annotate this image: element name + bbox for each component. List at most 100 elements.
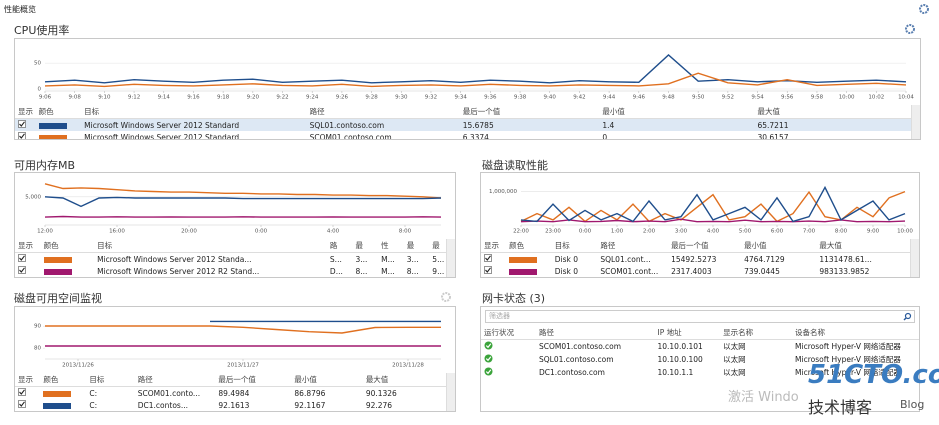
- x-tick-label: 9:58: [811, 95, 824, 101]
- column-header: 颜色: [35, 105, 82, 119]
- header-row: 显示 颜色 目标 路径 最后一个值 最小值 最大值: [15, 373, 455, 387]
- checkbox-box: [18, 266, 26, 274]
- settings-icon[interactable]: [918, 3, 930, 15]
- health-tick: [485, 356, 492, 362]
- watermark-blog: Blog: [900, 398, 925, 411]
- color-swatch: [38, 122, 67, 129]
- checkbox[interactable]: [484, 266, 492, 274]
- column-header: 最: [352, 239, 379, 253]
- checkbox-tick: [485, 267, 491, 273]
- x-tick-label: 9:48: [662, 95, 675, 101]
- table: 显示 颜色 目标 路径 最后一个值 最小值 最大值 Microsoft Windows Ser…: [15, 105, 920, 140]
- table-cell: 10.10.0.101: [657, 342, 703, 351]
- column-header: 颜色: [40, 239, 95, 253]
- x-tick-label: 4:00: [707, 229, 720, 235]
- table-cell: Microsoft Windows Server 2012 Standa...: [97, 254, 252, 264]
- x-tick-label: 9:34: [454, 95, 467, 101]
- disk-read-panel: 1,000,000 22:00 23:00 0:00 1:00 2:00 3:00 4:00 5…: [480, 172, 920, 278]
- column-header: 最后一个值: [668, 239, 742, 253]
- x-tick-label: 0:00: [579, 229, 592, 235]
- table-cell: 5...: [432, 254, 445, 264]
- table-cell: D...: [329, 266, 343, 276]
- table-cell: 9...: [432, 266, 445, 276]
- color-cell: [506, 265, 552, 277]
- health-icon: [484, 354, 493, 363]
- checkbox[interactable]: [18, 266, 26, 274]
- table-head: 显示 颜色 目标路最性最最: [15, 239, 455, 253]
- x-tick-label: 23:00: [545, 229, 561, 235]
- table-cell: 90.1326: [365, 388, 397, 398]
- x-tick-label: 9:28: [365, 95, 378, 101]
- column-header: 路径: [134, 373, 216, 387]
- table-cell: DC1.contoso.com: [539, 368, 605, 377]
- health-cell: [481, 340, 536, 354]
- table-cell: 0: [602, 132, 608, 140]
- table-row: Disk 0 SCOM01.cont... 2317.4003 739.0445 983…: [481, 265, 919, 277]
- checkbox-tick: [19, 255, 25, 261]
- table-cell: 以太网: [723, 355, 746, 364]
- series-line: [520, 190, 906, 223]
- checkbox-tick: [485, 255, 491, 261]
- health-circle: [484, 367, 493, 376]
- show-cell: [15, 387, 40, 400]
- x-tick-label: 9:14: [158, 95, 171, 101]
- series-line: [44, 196, 442, 208]
- x-tick-label: 5:00: [739, 229, 752, 235]
- color-cell: [40, 399, 86, 411]
- series-line: [45, 325, 441, 334]
- checkbox-box: [484, 254, 492, 262]
- column-header: 目标: [86, 373, 135, 387]
- health-circle: [484, 341, 493, 350]
- filter-placeholder: 筛选器: [489, 312, 510, 320]
- x-tick-label: 9:10: [98, 95, 111, 101]
- x-tick-label: 9:56: [781, 95, 794, 101]
- health-tick: [485, 343, 492, 349]
- header-row: 显示 颜色 目标 路径 最后一个值 最小值 最大值: [481, 239, 919, 253]
- checkbox[interactable]: [484, 254, 492, 262]
- table-cell: Microsoft Hyper-V 网络适配器: [795, 342, 901, 351]
- table-cell: 739.0445: [744, 266, 780, 276]
- memory-panel: 5,000 12:00 16:00 20:00 0:00 4:00 8:00 显示 颜色 目标路…: [14, 172, 456, 278]
- search-icon[interactable]: [903, 312, 912, 321]
- table-cell: 8...: [355, 266, 368, 276]
- table-cell: SQL01.cont...: [600, 254, 651, 264]
- filter-box[interactable]: 筛选器: [485, 310, 915, 323]
- table-body: Disk 0 SQL01.cont... 15492.5273 4764.7129 11…: [481, 253, 919, 278]
- x-tick-label: 9:40: [544, 95, 557, 101]
- checkbox[interactable]: [18, 132, 26, 140]
- checkbox[interactable]: [18, 388, 26, 396]
- x-tick-label: 9:30: [395, 95, 408, 101]
- x-tick-label: 6:00: [771, 229, 784, 235]
- settings-icon[interactable]: [440, 291, 452, 303]
- table-cell: Microsoft Hyper-V 网络适配器: [795, 355, 901, 364]
- table-cell: 3...: [355, 254, 368, 264]
- y-tick-label: 0: [38, 87, 42, 93]
- table-cell: 1131478.61...: [819, 254, 872, 264]
- table-cell: 以太网: [723, 342, 746, 351]
- health-cell: [481, 366, 536, 379]
- table-cell: 15492.5273: [671, 254, 717, 264]
- checkbox[interactable]: [18, 254, 26, 262]
- network-panel: 筛选器 运行状况 路径 IP 地址 显示名称 设备名称 SCOM01.contoso.co…: [480, 306, 920, 412]
- x-tick-label: 9:50: [692, 95, 705, 101]
- column-header: 最小值: [741, 239, 817, 253]
- checkbox[interactable]: [18, 120, 26, 128]
- table-cell: M...: [381, 254, 395, 264]
- column-header: 路径: [536, 326, 655, 340]
- table: 显示 颜色 目标 路径 最后一个值 最小值 最大值 C: SCOM01.conto... 89.4…: [15, 373, 455, 411]
- color-swatch: [43, 256, 72, 263]
- table: 运行状况 路径 IP 地址 显示名称 设备名称 SCOM01.contoso.com 10.…: [481, 326, 919, 379]
- checkbox[interactable]: [18, 400, 26, 408]
- table-cell: SQL01.contoso.com: [539, 355, 614, 364]
- panel-title: 磁盘读取性能: [482, 159, 548, 172]
- table-cell: 3...: [406, 254, 419, 264]
- column-header: 显示: [481, 239, 507, 253]
- x-tick-label: 9:06: [39, 95, 52, 101]
- show-cell: [481, 265, 506, 277]
- health-icon: [484, 367, 493, 376]
- x-tick-label: 9:32: [425, 95, 437, 101]
- settings-icon[interactable]: [904, 23, 916, 35]
- table-cell: C:: [89, 388, 98, 398]
- table-cell: 92.1613: [218, 400, 250, 410]
